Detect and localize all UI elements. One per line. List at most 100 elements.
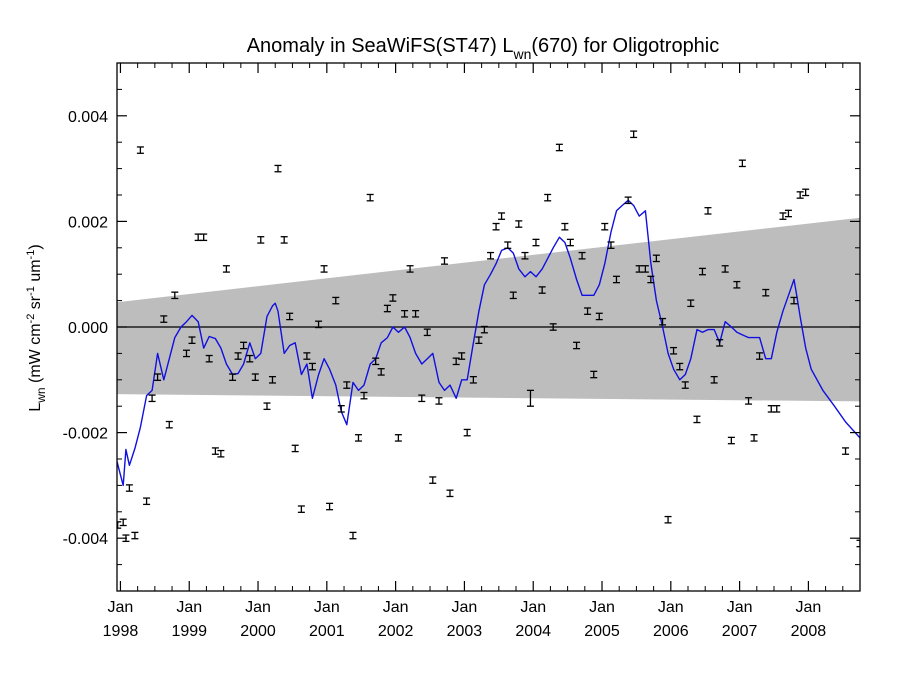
data-point-errorbar [291, 444, 299, 453]
x-tick-month-label: Jan [727, 599, 753, 616]
data-point-errorbar [246, 354, 254, 363]
data-point-errorbar [257, 236, 265, 244]
data-point-errorbar [418, 394, 426, 403]
data-point-errorbar [469, 375, 477, 384]
data-point-errorbar [143, 497, 151, 506]
x-tick-month-label: Jan [245, 599, 271, 616]
data-point-errorbar [509, 291, 517, 300]
data-point-errorbar [756, 352, 764, 360]
data-point-errorbar [343, 381, 351, 389]
x-tick-year-label: 2005 [584, 623, 620, 640]
data-point-errorbar [475, 336, 483, 345]
x-tick-year-label: 2006 [653, 623, 689, 640]
data-point-errorbar [693, 415, 701, 424]
axes-layer: 0.004 0.002 0.000 -0.002 -0.004 Jan 1998 Jan 199… [63, 62, 861, 640]
x-tick-month-label: Jan [589, 599, 615, 616]
data-point-errorbar [670, 346, 678, 355]
data-point-errorbar [234, 352, 242, 360]
data-point-errorbar [704, 207, 712, 215]
x-tick-month-label: Jan [520, 599, 546, 616]
data-point-errorbar [268, 375, 276, 384]
data-point-errorbar [377, 368, 385, 376]
y-tick-label: 0.002 [68, 214, 108, 231]
data-point-errorbar [308, 362, 316, 371]
x-tick-month-label: Jan [383, 599, 409, 616]
data-point-errorbar [561, 222, 569, 231]
data-point-errorbar [532, 238, 540, 247]
data-point-errorbar [148, 394, 156, 403]
data-point-errorbar [366, 193, 374, 202]
data-point-errorbar [710, 375, 718, 384]
data-point-errorbar [326, 502, 334, 511]
data-point-errorbar [526, 389, 534, 407]
data-point-errorbar [251, 373, 259, 381]
data-point-errorbar [515, 220, 523, 228]
x-tick-month-label: Jan [658, 599, 684, 616]
data-point-errorbar [779, 212, 787, 220]
data-point-errorbar [320, 265, 328, 273]
data-point-errorbar [286, 312, 294, 321]
data-point-errorbar [429, 476, 437, 484]
data-point-errorbar [487, 251, 495, 260]
x-tick-year-label: 2000 [240, 623, 276, 640]
x-tick-year-label: 2007 [722, 623, 758, 640]
x-tick-year-label: 1998 [103, 623, 139, 640]
data-point-errorbar [435, 397, 443, 405]
data-point-errorbar [315, 320, 323, 329]
x-tick-year-label: 2003 [447, 623, 483, 640]
data-point-errorbar [280, 236, 288, 244]
data-point-errorbar [131, 531, 139, 540]
y-tick-label: 0.004 [68, 109, 108, 126]
data-point-errorbar [200, 233, 208, 242]
data-point-errorbar [676, 362, 684, 371]
data-point-errorbar [119, 518, 127, 527]
data-point-errorbar [842, 447, 850, 455]
data-point-errorbar [687, 299, 695, 308]
data-point-errorbar [498, 212, 506, 220]
data-point-errorbar [578, 251, 586, 260]
data-point-errorbar [229, 373, 237, 381]
data-point-errorbar [767, 405, 775, 413]
confidence-band [117, 217, 860, 402]
data-point-errorbar [612, 275, 620, 284]
y-tick-label: -0.004 [63, 531, 108, 548]
data-point-errorbar [240, 341, 248, 350]
data-point-errorbar [738, 159, 746, 168]
y-tick-label: 0.000 [68, 320, 108, 337]
data-point-errorbar [360, 391, 368, 400]
x-tick-month-label: Jan [796, 599, 822, 616]
data-point-errorbar [136, 146, 144, 154]
x-tick-year-label: 2001 [309, 623, 345, 640]
x-tick-year-label: 2004 [515, 623, 551, 640]
data-point-errorbar [762, 288, 770, 297]
data-point-errorbar [601, 222, 609, 231]
data-point-errorbar [171, 291, 179, 300]
data-point-errorbar [681, 381, 689, 389]
data-point-errorbar [733, 280, 741, 289]
data-point-errorbar [154, 373, 162, 381]
data-point-errorbar [856, 539, 860, 548]
x-tick-year-label: 2008 [791, 623, 827, 640]
data-point-errorbar [566, 238, 574, 247]
data-point-errorbar [750, 434, 758, 442]
data-point-errorbar [463, 428, 471, 437]
monthly-points-layer [117, 130, 860, 548]
y-axis-label: Lwn (mW cm-2 sr-1 um-1) [25, 244, 48, 411]
data-point-errorbar [573, 341, 581, 350]
x-tick-month-label: Jan [314, 599, 340, 616]
data-point-errorbar [538, 286, 546, 294]
data-point-errorbar [698, 267, 706, 276]
x-tick-year-label: 1999 [171, 623, 207, 640]
data-point-errorbar [211, 447, 219, 455]
data-point-errorbar [194, 233, 202, 242]
data-point-errorbar [635, 265, 643, 273]
data-point-errorbar [716, 339, 724, 347]
data-point-errorbar [590, 370, 598, 379]
data-point-errorbar [205, 354, 213, 363]
data-point-errorbar [394, 434, 402, 442]
data-point-errorbar [412, 309, 420, 318]
data-point-errorbar [784, 209, 792, 218]
data-point-errorbar [595, 312, 603, 321]
data-point-errorbar [452, 357, 460, 366]
